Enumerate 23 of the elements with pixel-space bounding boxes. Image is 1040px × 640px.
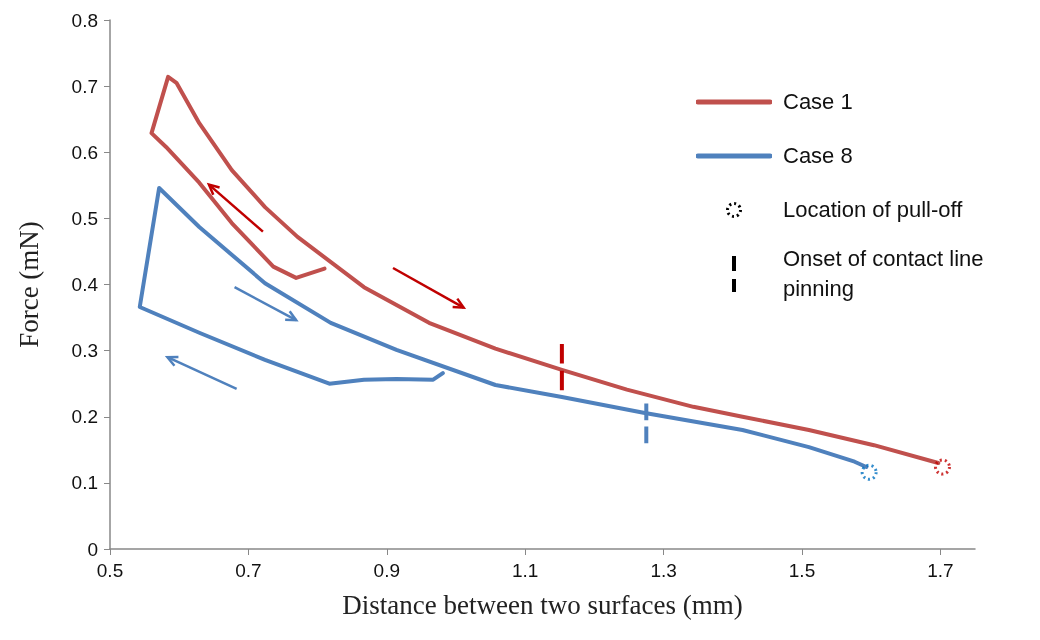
x-tick-label: 1.7 <box>927 560 954 581</box>
x-tick-label: 1.1 <box>511 560 539 581</box>
annotation: Location of pull-off <box>783 196 963 224</box>
legend-label: Case 1 <box>783 88 853 116</box>
x-tick-label: 1.3 <box>650 560 677 581</box>
y-tick-label: 0.3 <box>71 340 98 362</box>
y-tick-label: 0.7 <box>71 75 98 97</box>
annotation: Onset of contact line pinning <box>783 245 985 303</box>
x-tick-label: 0.5 <box>96 560 124 581</box>
y-tick-label: 0.5 <box>71 207 98 229</box>
legend-label: Case 8 <box>783 142 853 170</box>
y-tick-label: 0.8 <box>71 9 98 31</box>
y-tick-label: 0.2 <box>71 406 98 428</box>
y-tick-label: 0 <box>87 538 98 560</box>
x-tick-label: 1.5 <box>788 560 816 581</box>
line-series <box>137 185 869 470</box>
y-tick-label: 0.1 <box>71 472 98 494</box>
x-tick-label: 0.7 <box>235 560 262 581</box>
y-tick-label: 0.4 <box>71 274 99 295</box>
y-axis-title: Force (mN) <box>13 221 44 348</box>
x-axis-title: Distance between two surfaces (mm) <box>342 589 743 620</box>
x-tick-label: 0.9 <box>373 560 401 581</box>
y-tick-label: 0.6 <box>71 141 98 163</box>
